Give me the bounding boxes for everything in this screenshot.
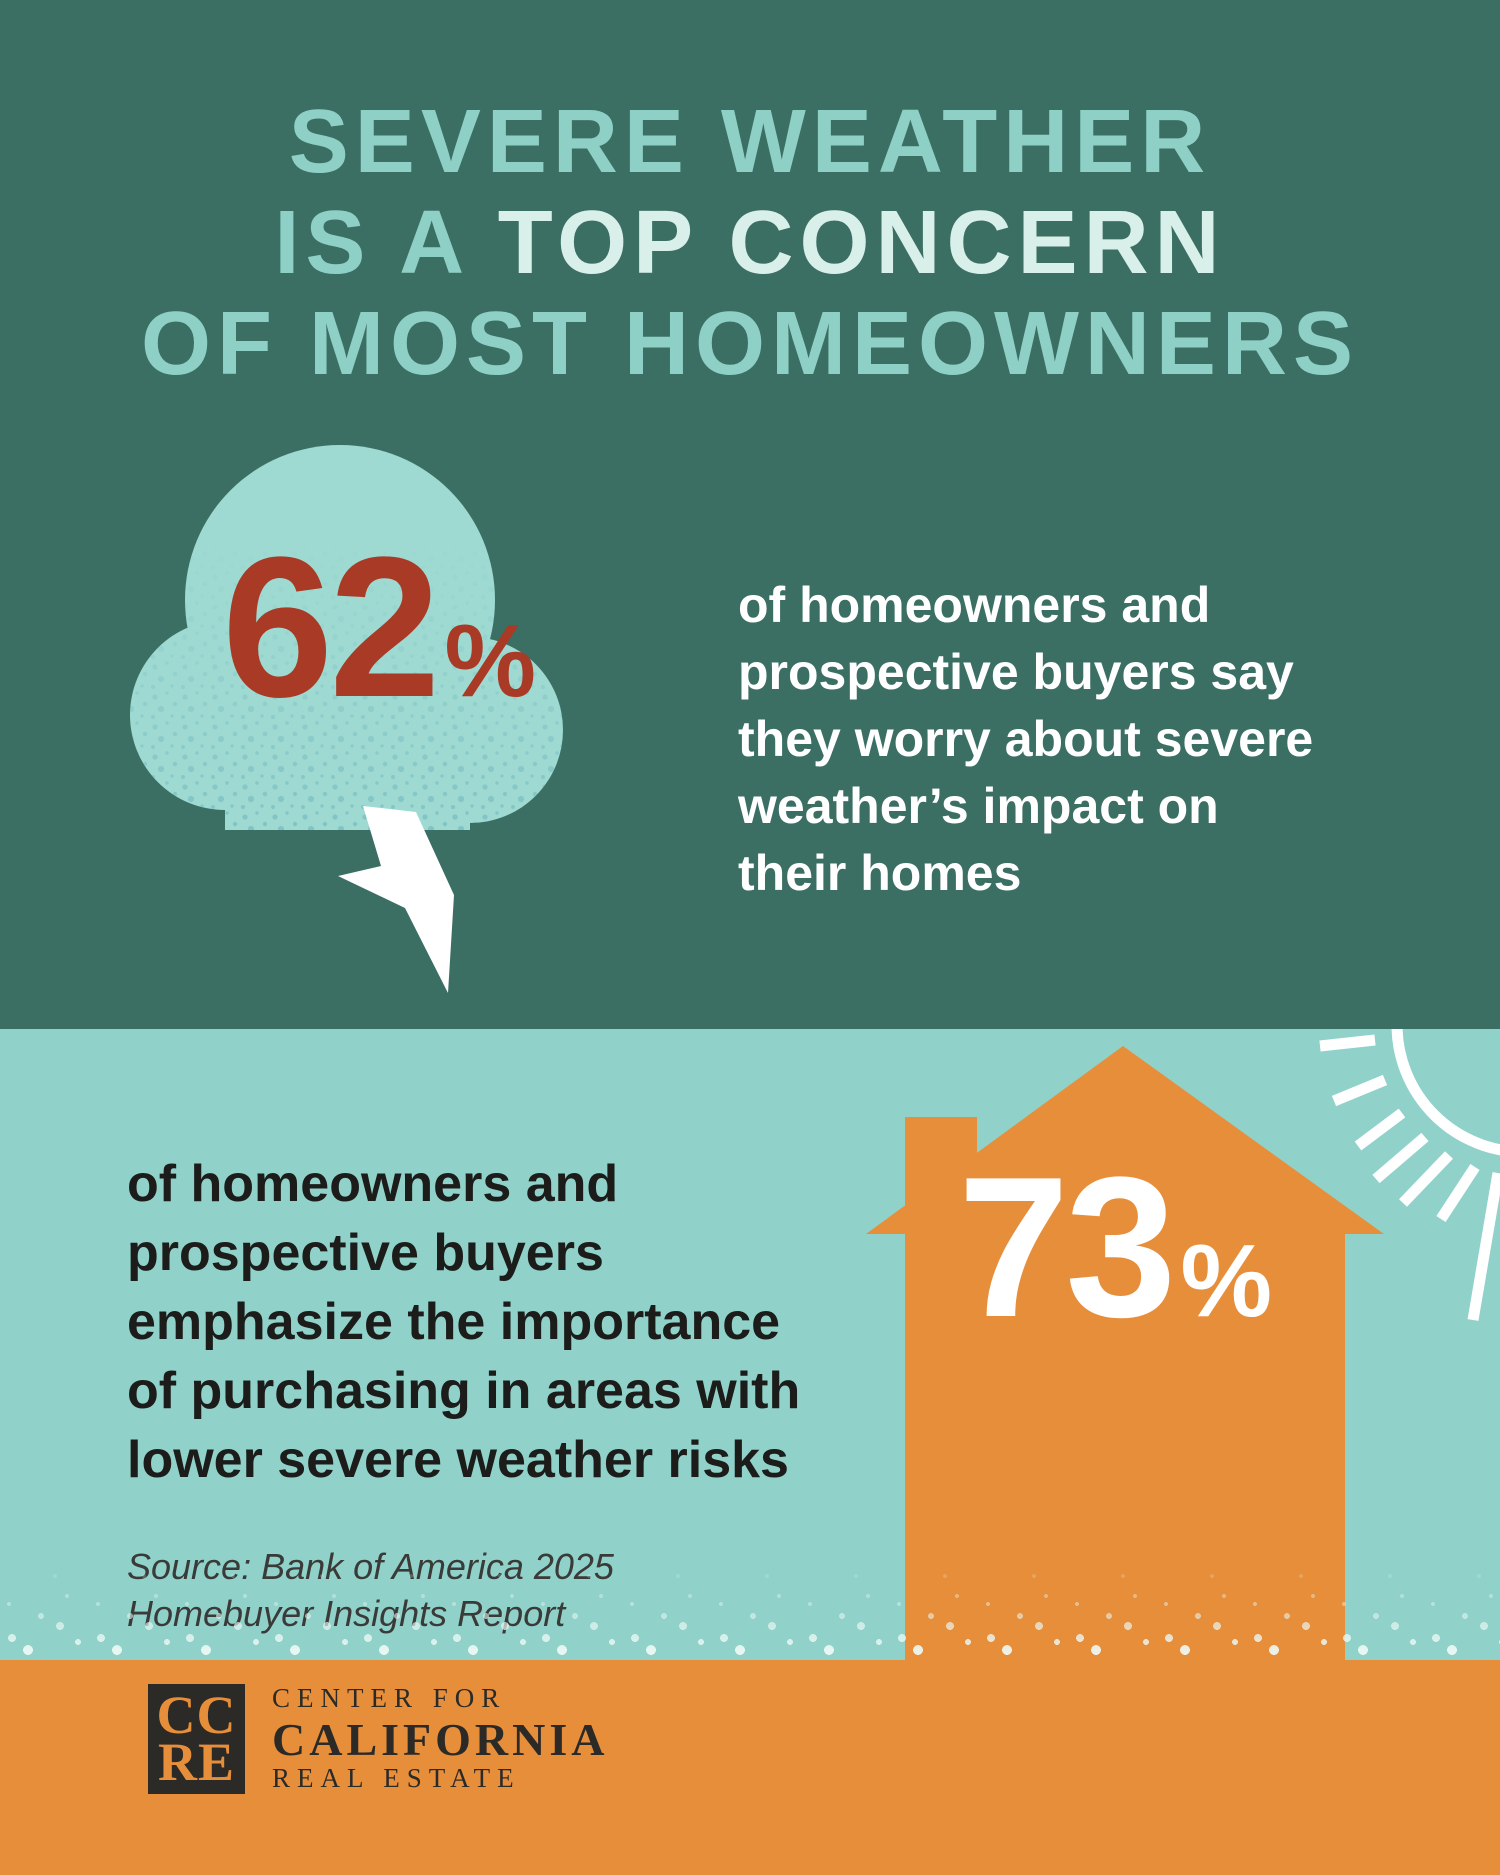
purchase-statement: of homeowners and prospective buyers emp… (127, 1150, 800, 1495)
purchase-line: emphasize the importance (127, 1293, 781, 1351)
stat-62-percent-sign: % (444, 603, 537, 718)
lightning-bolt-icon (338, 806, 454, 993)
worry-line: of homeowners and (738, 577, 1211, 633)
cloud-icon (130, 445, 563, 830)
purchase-line: prospective buyers (127, 1224, 604, 1282)
worry-line: prospective buyers say (738, 644, 1294, 700)
worry-line: their homes (738, 845, 1022, 901)
storm-graphic (130, 445, 563, 993)
footer-bar (0, 1660, 1500, 1875)
ccre-logo-monogram-top: CC (156, 1685, 237, 1745)
title-line-2-highlight: TOP CONCERN (497, 193, 1226, 293)
org-name-line1: CENTER FOR (272, 1683, 507, 1713)
stat-62: 62% (222, 528, 536, 792)
org-name-line3: REAL ESTATE (272, 1763, 521, 1793)
worry-line: they worry about severe (738, 711, 1314, 767)
stat-73: 73% (958, 1148, 1272, 1412)
grunge-texture-band (0, 1552, 1500, 1660)
page-title: SEVERE WEATHER IS A TOP CONCERN OF MOST … (0, 92, 1500, 395)
ccre-logo-monogram-bottom: RE (157, 1732, 235, 1792)
sun-icon (1319, 1029, 1500, 1321)
purchase-line: lower severe weather risks (127, 1431, 789, 1489)
purchase-line: of homeowners and (127, 1155, 619, 1213)
title-line-1: SEVERE WEATHER (288, 92, 1212, 192)
stat-62-value: 62 (222, 516, 440, 739)
purchase-line: of purchasing in areas with (127, 1362, 801, 1420)
title-line-2: IS A TOP CONCERN (0, 193, 1500, 294)
org-name-line2: CALIFORNIA (272, 1714, 609, 1765)
title-line-3: OF MOST HOMEOWNERS (141, 294, 1359, 394)
stat-73-value: 73 (958, 1136, 1176, 1359)
worry-statement: of homeowners and prospective buyers say… (738, 572, 1313, 907)
worry-line: weather’s impact on (738, 778, 1219, 834)
stat-73-percent-sign: % (1180, 1223, 1273, 1338)
title-line-2-pre: IS A (274, 193, 498, 293)
ccre-logo: CC RE (148, 1684, 245, 1794)
